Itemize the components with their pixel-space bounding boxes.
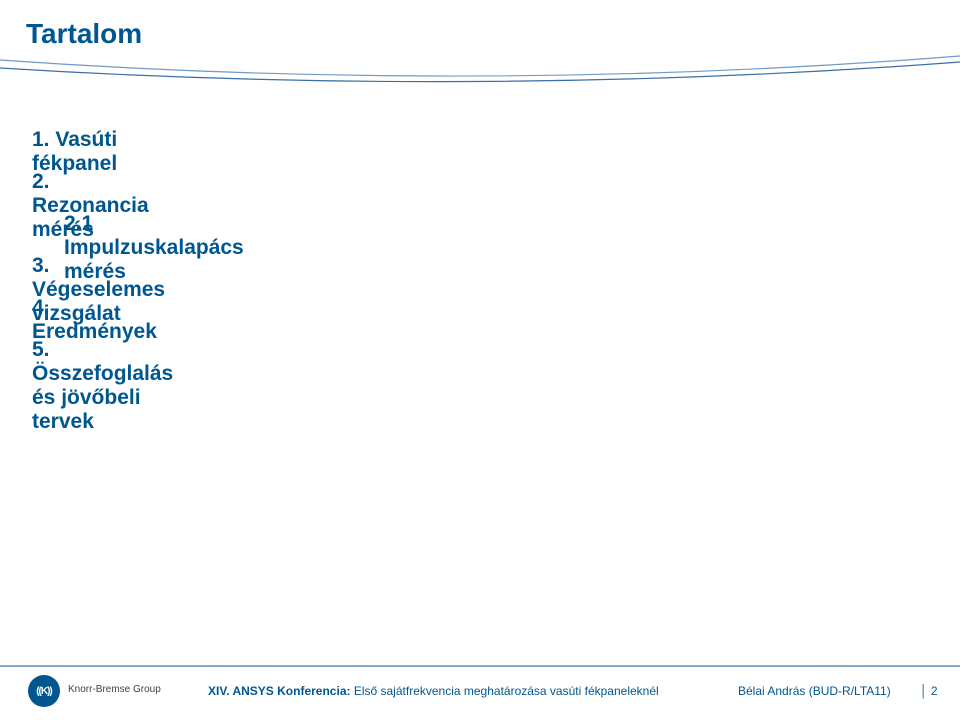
brand-logo-glyph: ((K)) xyxy=(36,686,52,697)
footer-conference-rest: Első sajátfrekvencia meghatározása vasút… xyxy=(351,684,659,698)
toc-item: 4. Eredmények xyxy=(32,296,157,344)
footer-author: Bélai András (BUD-R/LTA11) xyxy=(738,684,891,698)
page-number: │ 2 xyxy=(920,684,938,698)
footer-conference-prefix: XIV. ANSYS Konferencia: xyxy=(208,684,351,698)
header-curve xyxy=(0,52,960,98)
toc-item: 5. Összefoglalás és jövőbeli tervek xyxy=(32,338,173,434)
slide: Tartalom 1. Vasúti fékpanel2. Rezonancia… xyxy=(0,0,960,720)
page-title: Tartalom xyxy=(26,18,142,50)
footer-divider xyxy=(0,665,960,667)
footer-conference-text: XIV. ANSYS Konferencia: Első sajátfrekve… xyxy=(208,684,659,698)
footer-group-text: Knorr-Bremse Group xyxy=(68,684,161,695)
brand-logo: ((K)) xyxy=(28,675,60,707)
toc-item: 1. Vasúti fékpanel xyxy=(32,128,117,176)
curve-svg xyxy=(0,52,960,98)
